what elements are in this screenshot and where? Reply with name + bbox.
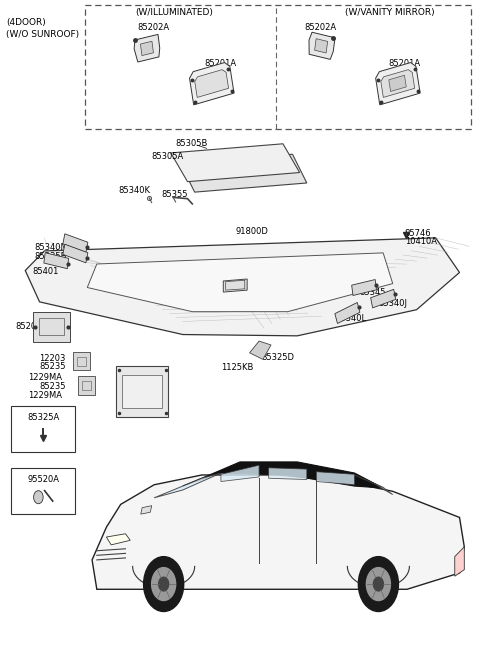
Text: 85201A: 85201A [388, 59, 420, 68]
Polygon shape [309, 32, 335, 60]
Bar [82, 381, 91, 390]
Bar [78, 377, 95, 395]
Polygon shape [87, 253, 393, 312]
Polygon shape [34, 312, 70, 342]
Circle shape [366, 567, 390, 600]
Polygon shape [190, 62, 234, 105]
Text: 85305A: 85305A [152, 152, 184, 161]
Circle shape [158, 577, 168, 591]
Polygon shape [116, 366, 168, 417]
Text: 85202A: 85202A [16, 322, 48, 331]
Text: 85325D: 85325D [262, 353, 294, 362]
Text: 1229MA: 1229MA [28, 392, 61, 400]
Circle shape [152, 567, 176, 600]
Text: 85305B: 85305B [176, 139, 208, 148]
Text: 85201A: 85201A [116, 394, 148, 402]
Circle shape [359, 557, 398, 611]
Polygon shape [250, 341, 271, 359]
Polygon shape [107, 534, 130, 545]
Text: 95520A: 95520A [27, 475, 59, 484]
Text: (W/VANITY MIRROR): (W/VANITY MIRROR) [345, 8, 434, 17]
Polygon shape [335, 302, 360, 323]
Text: 85340K: 85340K [118, 186, 150, 195]
Text: 85340L: 85340L [336, 314, 367, 323]
Polygon shape [389, 75, 406, 91]
Text: 85325A: 85325A [27, 413, 59, 422]
Text: 85235: 85235 [39, 382, 66, 390]
Polygon shape [371, 289, 396, 308]
Bar [73, 352, 90, 371]
Bar [77, 357, 86, 366]
Polygon shape [180, 154, 307, 192]
Text: 85235: 85235 [39, 362, 66, 371]
Text: (W/ILLUMINATED): (W/ILLUMINATED) [135, 8, 213, 17]
Polygon shape [381, 70, 415, 98]
Circle shape [373, 577, 384, 591]
Polygon shape [455, 547, 464, 576]
Text: 85202A: 85202A [137, 23, 169, 32]
Polygon shape [63, 244, 88, 263]
Text: 85355: 85355 [161, 190, 188, 199]
Polygon shape [376, 62, 420, 105]
Circle shape [144, 557, 184, 611]
Polygon shape [154, 473, 221, 498]
Polygon shape [92, 475, 464, 589]
Text: 10410A: 10410A [405, 237, 437, 246]
Text: 91800D: 91800D [235, 227, 268, 236]
Text: 85202A: 85202A [304, 23, 336, 32]
Polygon shape [141, 506, 152, 514]
Text: 85345: 85345 [360, 288, 386, 297]
Circle shape [34, 491, 43, 504]
Text: 85401: 85401 [33, 268, 59, 276]
Polygon shape [316, 472, 355, 485]
Text: 85746: 85746 [405, 229, 431, 237]
Text: 85340M: 85340M [35, 243, 69, 251]
Polygon shape [171, 144, 300, 182]
Polygon shape [44, 253, 69, 269]
Polygon shape [183, 462, 383, 488]
Polygon shape [223, 279, 247, 292]
Polygon shape [352, 279, 376, 295]
Text: 1229MA: 1229MA [28, 373, 61, 382]
Polygon shape [269, 468, 307, 480]
Polygon shape [221, 465, 259, 482]
Bar [11, 468, 75, 514]
Text: 1125KB: 1125KB [221, 363, 253, 372]
Polygon shape [314, 39, 328, 53]
Polygon shape [195, 70, 228, 98]
Polygon shape [122, 375, 162, 407]
Bar [85, 5, 471, 129]
Polygon shape [25, 238, 459, 336]
Text: 85340J: 85340J [378, 298, 408, 308]
Polygon shape [134, 34, 160, 62]
Text: 12203: 12203 [39, 354, 66, 363]
Text: (4DOOR)
(W/O SUNROOF): (4DOOR) (W/O SUNROOF) [6, 18, 79, 39]
Bar [11, 406, 75, 452]
Polygon shape [355, 475, 393, 495]
Text: 85201A: 85201A [204, 59, 236, 68]
Text: 85335B: 85335B [35, 253, 67, 261]
Polygon shape [141, 41, 154, 56]
Polygon shape [63, 234, 88, 253]
